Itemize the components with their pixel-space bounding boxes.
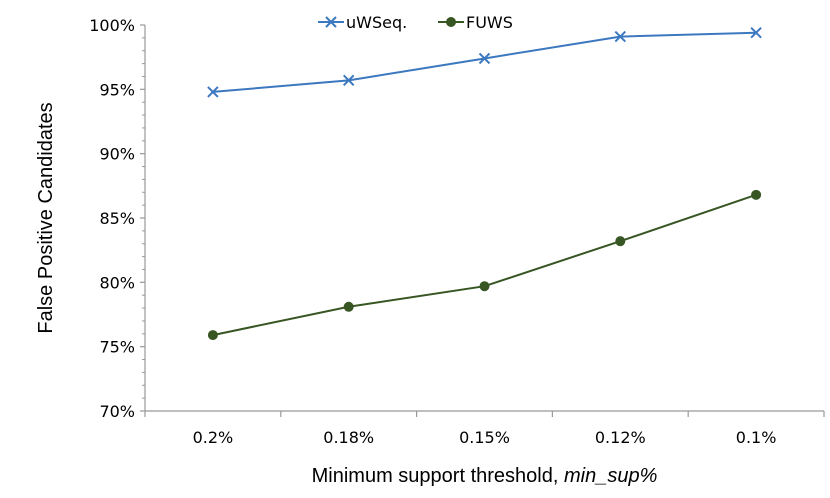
data-point-0 [614,30,627,43]
y-tick-label: 85% [99,209,135,228]
x-tick-label: 0.2% [193,428,234,447]
x-axis-title-italic: min_sup% [564,465,657,487]
x-axis-title-text: Minimum support threshold, [312,465,564,487]
data-point-1 [615,236,626,247]
y-tick-label: 100% [89,16,135,35]
y-tick-label: 80% [99,273,135,292]
series-line-0 [212,31,757,93]
data-point-0 [750,27,762,39]
data-point-0 [342,74,355,87]
x-tick-label: 0.15% [459,428,510,447]
data-point-1 [207,330,218,341]
y-tick-label: 70% [99,402,135,421]
y-tick-label: 90% [99,145,135,164]
legend-marker [325,16,337,28]
x-tick-label: 0.12% [595,428,646,447]
x-tick-label: 0.18% [323,428,374,447]
data-point-0 [478,52,491,65]
legend-label: FUWS [466,13,513,32]
y-tick-label: 75% [99,338,135,357]
y-tick-label: 95% [99,80,135,99]
x-axis-ticks: 0.2% 0.18% 0.15% 0.12% 0.1% [144,411,825,447]
series-group [207,27,762,341]
y-axis-title: False Positive Candidates [35,102,57,333]
legend: uWSeq. FUWS [318,13,513,32]
legend-marker [446,17,456,27]
data-point-1 [343,301,354,312]
data-point-1 [751,189,762,200]
series-line-1 [212,193,757,337]
legend-label: uWSeq. [346,13,407,32]
axes [144,25,824,412]
x-tick-label: 0.1% [736,428,777,447]
y-axis-ticks: 70% 75% 80% 85% 90% 95% 100% [89,16,145,421]
x-axis-title: Minimum support threshold, min_sup% [312,465,658,487]
data-point-1 [479,281,490,292]
data-point-0 [207,86,219,98]
